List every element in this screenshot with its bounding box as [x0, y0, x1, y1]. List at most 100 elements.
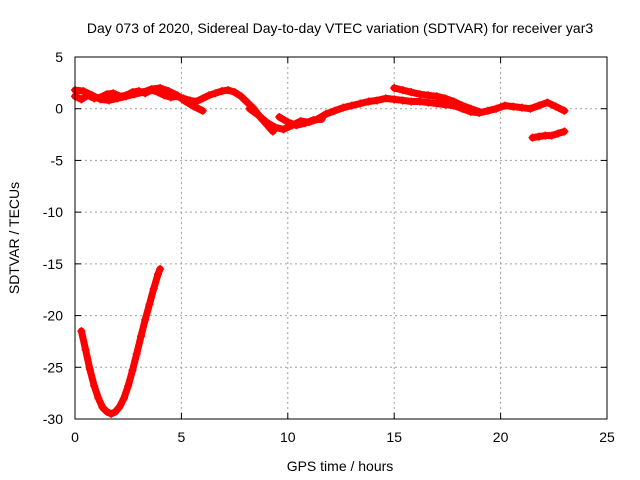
tick-layer — [74, 56, 608, 420]
data-point — [424, 98, 433, 107]
data-point — [94, 394, 103, 403]
data-point — [466, 104, 475, 113]
data-point — [98, 403, 107, 412]
data-point — [181, 97, 190, 106]
label-layer: 0 5 10 15 20 25 5 0 -5 -10 -15 -20 -25 -30 — [43, 49, 615, 445]
data-point — [115, 402, 124, 411]
data-point — [309, 116, 318, 125]
data-point — [85, 365, 94, 374]
chart-title: Day 073 of 2020, Sidereal Day-to-day VTE… — [87, 20, 593, 36]
data-point — [317, 115, 326, 124]
series-5 — [390, 84, 484, 116]
data-point — [483, 106, 492, 115]
data-point — [90, 381, 99, 390]
data-point — [517, 103, 526, 112]
data-point — [283, 118, 292, 127]
data-point — [432, 92, 441, 101]
data-point — [164, 87, 173, 96]
data-point — [205, 91, 214, 100]
data-point — [300, 119, 309, 128]
data-point — [156, 265, 165, 274]
data-point — [271, 123, 280, 132]
series-6 — [528, 127, 569, 142]
data-point — [245, 104, 254, 113]
data-point — [230, 88, 239, 97]
data-point — [136, 332, 145, 341]
data-point — [554, 129, 563, 138]
data-point — [373, 96, 382, 105]
data-point — [339, 103, 348, 112]
data-point — [275, 112, 284, 121]
data-point — [211, 89, 220, 98]
data-point — [322, 109, 331, 118]
y-tick-label: -10 — [43, 204, 63, 220]
data-point — [415, 90, 424, 99]
data-point — [347, 101, 356, 110]
data-point — [441, 94, 450, 103]
data-point — [198, 106, 207, 115]
data-point — [145, 300, 154, 309]
y-tick-label: -30 — [43, 411, 63, 427]
data-point — [449, 97, 458, 106]
x-tick-label: 10 — [280, 429, 296, 445]
data-point — [139, 88, 148, 97]
data-point — [526, 104, 535, 113]
x-tick-label: 0 — [71, 429, 79, 445]
data-point — [415, 97, 424, 106]
data-point — [381, 94, 390, 103]
data-point — [153, 270, 162, 279]
data-point — [113, 94, 122, 103]
data-point — [224, 86, 233, 95]
x-tick-label: 20 — [493, 429, 509, 445]
x-tick-label: 15 — [386, 429, 402, 445]
data-point — [254, 110, 263, 119]
data-point — [292, 121, 301, 130]
data-point — [528, 133, 537, 142]
data-point — [141, 315, 150, 324]
data-point — [560, 106, 569, 115]
data-point — [475, 107, 484, 116]
data-point — [407, 88, 416, 97]
data-point — [88, 91, 97, 100]
data-point — [77, 327, 86, 336]
data-point — [79, 87, 88, 96]
data-layer — [71, 84, 569, 418]
data-point — [364, 97, 373, 106]
data-point — [390, 95, 399, 104]
data-point — [407, 97, 416, 106]
data-point — [390, 84, 399, 93]
y-tick-label: -25 — [43, 359, 63, 375]
data-point — [424, 91, 433, 100]
y-tick-label: 0 — [55, 101, 63, 117]
data-point — [236, 92, 245, 101]
data-point — [111, 407, 120, 416]
series-2 — [71, 84, 207, 115]
data-point — [119, 394, 128, 403]
y-tick-label: -20 — [43, 308, 63, 324]
data-point — [132, 349, 141, 358]
data-point — [560, 127, 569, 136]
data-point — [149, 284, 158, 293]
y-axis-title: SDTVAR / TECUs — [6, 182, 22, 294]
data-point — [398, 86, 407, 95]
series-0 — [77, 265, 165, 418]
data-point — [509, 102, 518, 111]
data-point — [543, 98, 552, 107]
data-point — [102, 407, 111, 416]
data-point — [398, 96, 407, 105]
data-point — [547, 131, 556, 140]
data-point — [96, 95, 105, 104]
x-tick-label: 25 — [599, 429, 615, 445]
data-point — [190, 102, 199, 111]
data-point — [198, 94, 207, 103]
data-point — [173, 91, 182, 100]
data-point — [156, 84, 165, 93]
plot-frame — [74, 56, 608, 420]
x-axis-title: GPS time / hours — [287, 458, 394, 474]
data-point — [130, 90, 139, 99]
data-point — [551, 102, 560, 111]
series-trace — [71, 84, 207, 115]
